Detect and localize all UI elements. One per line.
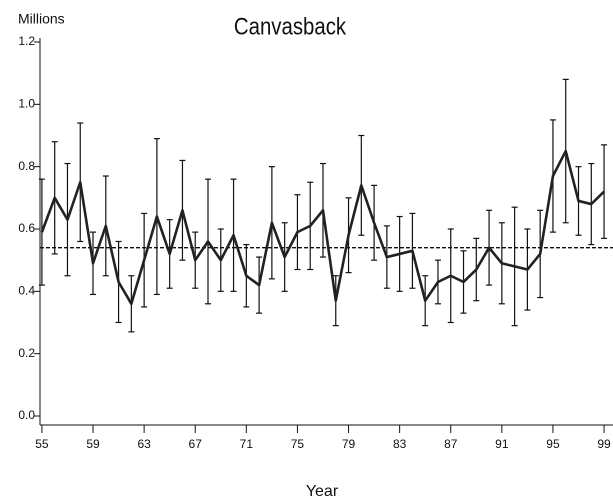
y-tick-label: 0.2 — [18, 346, 35, 360]
x-tick-label: 99 — [597, 437, 611, 451]
x-tick-label: 91 — [495, 437, 509, 451]
x-tick-label: 79 — [342, 437, 356, 451]
x-tick-label: 71 — [240, 437, 254, 451]
x-tick-label: 67 — [189, 437, 203, 451]
x-axis-label: Year — [306, 483, 339, 500]
y-tick-label: 0.0 — [18, 408, 35, 422]
y-tick-label: 1.0 — [18, 97, 35, 111]
y-axis-label: Millions — [18, 11, 65, 27]
x-tick-label: 59 — [86, 437, 100, 451]
x-tick-label: 55 — [35, 437, 49, 451]
x-tick-label: 83 — [393, 437, 407, 451]
x-tick-label: 87 — [444, 437, 458, 451]
y-tick-label: 0.6 — [18, 221, 35, 235]
x-tick-label: 75 — [291, 437, 305, 451]
y-tick-label: 0.8 — [18, 159, 35, 173]
data-line — [40, 149, 605, 306]
y-tick-label: 0.4 — [18, 284, 35, 298]
x-tick-label: 95 — [546, 437, 560, 451]
x-tick-label: 63 — [137, 437, 151, 451]
y-tick-label: 1.2 — [18, 34, 35, 48]
chart-title: Canvasback — [234, 13, 347, 40]
